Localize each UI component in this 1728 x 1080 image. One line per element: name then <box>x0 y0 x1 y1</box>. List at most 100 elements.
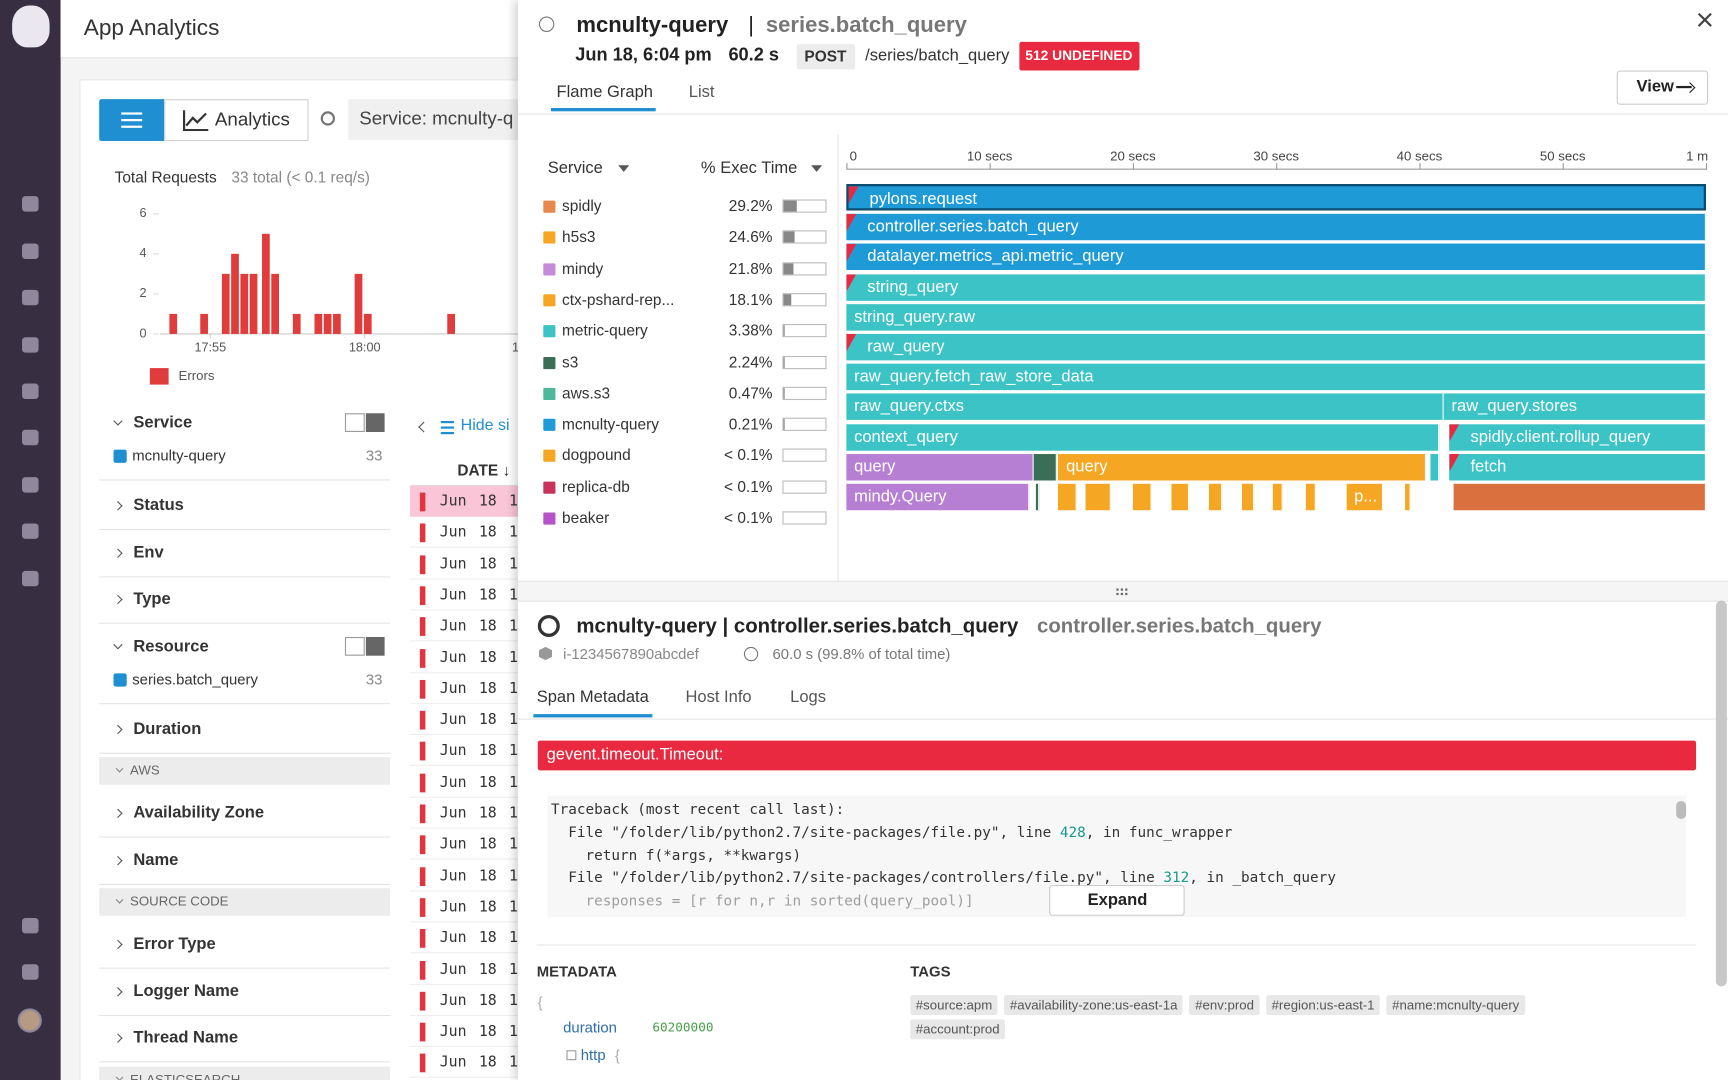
facet-checkbox[interactable] <box>113 672 127 687</box>
facet-label[interactable]: Type <box>133 589 171 609</box>
expand-label[interactable]: Expand <box>1087 890 1148 910</box>
flame-span[interactable]: raw_query.stores <box>1443 393 1706 421</box>
flame-span[interactable]: string_query <box>846 273 1706 301</box>
span-tab[interactable]: Host Info <box>685 687 752 707</box>
nav-icon[interactable] <box>22 917 39 934</box>
list-view-button[interactable] <box>99 99 165 142</box>
facet-label[interactable]: Status <box>133 495 184 515</box>
expand-button[interactable] <box>1049 884 1185 916</box>
tag[interactable]: #env:prod <box>1189 995 1260 1015</box>
flame-span[interactable] <box>1132 483 1152 511</box>
view-button[interactable] <box>1616 70 1709 105</box>
analytics-label[interactable]: Analytics <box>214 108 290 130</box>
flame-span[interactable]: mindy.Query <box>846 483 1030 511</box>
facet-clear-button[interactable] <box>365 413 385 432</box>
flame-span[interactable]: context_query <box>846 423 1440 451</box>
span-tab[interactable]: Span Metadata <box>536 687 649 707</box>
collapse-icon[interactable] <box>566 1050 577 1061</box>
span-tab[interactable]: Logs <box>790 687 827 707</box>
service-column[interactable]: Service <box>547 158 603 178</box>
facet-label[interactable]: Logger Name <box>133 981 239 1001</box>
flame-span[interactable]: query <box>846 453 1035 481</box>
row[interactable] <box>409 579 532 611</box>
nav-icon[interactable] <box>22 289 39 306</box>
nav-icon[interactable] <box>22 243 39 259</box>
row[interactable] <box>409 517 532 549</box>
sort-caret[interactable] <box>618 165 630 172</box>
row[interactable] <box>409 860 532 892</box>
facet-filter-button[interactable] <box>344 413 365 432</box>
facet-group[interactable] <box>99 888 391 916</box>
row[interactable] <box>409 984 532 1016</box>
tag[interactable]: #name:mcnulty-query <box>1386 995 1525 1015</box>
row[interactable] <box>409 735 532 767</box>
row[interactable] <box>409 673 532 704</box>
flame-span[interactable] <box>1453 483 1706 511</box>
facet-label[interactable]: Error Type <box>133 934 216 954</box>
row[interactable] <box>409 829 532 860</box>
facet-clear-button[interactable] <box>365 636 385 656</box>
row[interactable] <box>409 953 532 985</box>
search-field[interactable] <box>348 99 536 140</box>
column-header-label[interactable]: DATE ↓ <box>457 461 511 479</box>
flame-span[interactable]: datalayer.metrics_api.metric_query <box>846 243 1706 271</box>
hide-side-panel[interactable]: Hide si <box>460 416 510 435</box>
row[interactable] <box>409 485 532 517</box>
facet-filter-button[interactable] <box>344 636 365 656</box>
sort-caret[interactable] <box>811 165 823 172</box>
row[interactable] <box>409 641 532 673</box>
flame-span[interactable]: spidly.client.rollup_query <box>1449 423 1706 451</box>
facet-group[interactable] <box>99 1066 391 1080</box>
tag[interactable]: #availability-zone:us-east-1a <box>1004 995 1184 1015</box>
flame-span[interactable] <box>1241 483 1255 511</box>
row[interactable] <box>409 891 532 923</box>
splitter[interactable] <box>517 580 1728 602</box>
facet-label[interactable]: Resource <box>133 636 209 656</box>
flame-span[interactable] <box>1171 483 1189 511</box>
facet-label[interactable]: Duration <box>133 719 202 738</box>
flame-span[interactable]: raw_query <box>846 333 1706 361</box>
row[interactable] <box>409 704 532 736</box>
nav-icon[interactable] <box>22 523 39 539</box>
flame-span[interactable] <box>1405 483 1411 511</box>
row[interactable] <box>409 548 532 580</box>
nav-icon[interactable] <box>22 383 39 399</box>
row[interactable] <box>409 610 532 642</box>
flame-span[interactable] <box>1085 483 1112 511</box>
analytics-button[interactable] <box>164 99 309 142</box>
flame-span[interactable]: pylons.request <box>846 184 1706 211</box>
facet-checkbox[interactable] <box>113 449 127 463</box>
facet-group[interactable] <box>99 757 391 785</box>
flame-span[interactable]: p... <box>1346 483 1384 511</box>
flame-span[interactable] <box>1306 483 1317 511</box>
flame-span[interactable] <box>1430 453 1440 481</box>
row[interactable] <box>409 797 532 829</box>
flame-span[interactable]: string_query.raw <box>846 303 1706 331</box>
flame-span[interactable] <box>1058 483 1078 511</box>
nav-icon[interactable] <box>22 570 39 587</box>
flame-span[interactable] <box>1034 453 1057 481</box>
facet-label[interactable]: Thread Name <box>133 1028 239 1047</box>
flame-span[interactable]: raw_query.fetch_raw_store_data <box>846 363 1706 391</box>
tag[interactable]: #account:prod <box>910 1019 1006 1040</box>
facet-label[interactable]: Env <box>133 542 164 562</box>
tag[interactable]: #region:us-east-1 <box>1266 995 1381 1015</box>
facet-label[interactable]: Name <box>133 850 179 869</box>
avatar[interactable] <box>17 1008 42 1033</box>
exec-column[interactable]: % Exec Time <box>700 158 798 178</box>
nav-icon[interactable] <box>22 337 39 353</box>
flame-span[interactable] <box>1035 483 1040 511</box>
flame-span[interactable]: raw_query.ctxs <box>846 393 1444 421</box>
facet-label[interactable]: Availability Zone <box>133 803 265 823</box>
facet-label[interactable]: Service <box>133 413 193 432</box>
flame-span[interactable] <box>1208 483 1222 511</box>
flame-span[interactable]: fetch <box>1449 453 1706 481</box>
row[interactable] <box>409 1016 532 1048</box>
trace-tab[interactable]: List <box>688 82 715 102</box>
nav-icon[interactable] <box>22 964 39 980</box>
nav-icon[interactable] <box>22 429 39 446</box>
flame-span[interactable] <box>1273 483 1284 511</box>
row[interactable] <box>409 766 532 798</box>
row[interactable] <box>409 1047 532 1079</box>
flame-span[interactable]: query <box>1058 453 1427 481</box>
